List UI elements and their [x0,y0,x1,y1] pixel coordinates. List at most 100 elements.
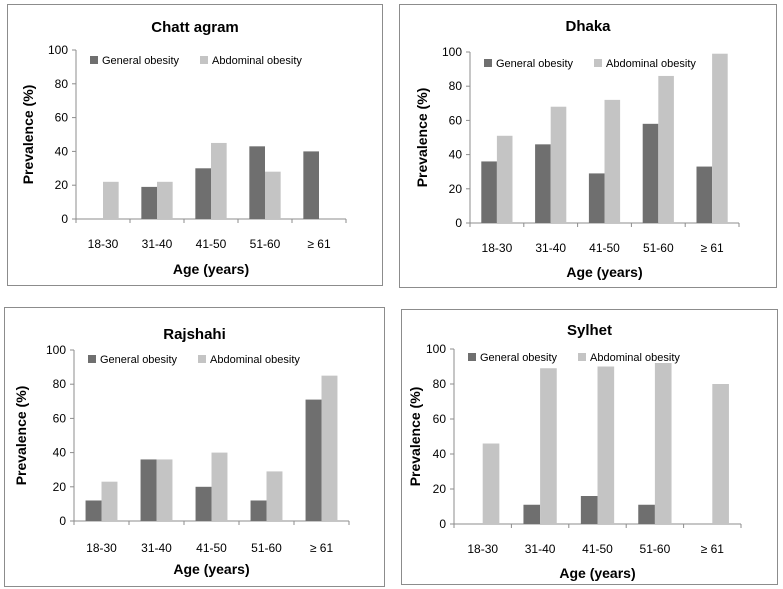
x-tick-label: 18-30 [88,237,119,251]
chart-panel-sylhet: Sylhet 0 20 40 60 80 100 18-30 31-40 41-50 51-60 ≥ … [401,309,778,585]
y-tick-label: 60 [55,111,69,125]
y-tick-label: 60 [53,411,67,425]
bar-abdominal-obesity-51-60 [654,363,672,524]
y-tick-label: 40 [433,447,447,461]
bar-abdominal-obesity-18-30 [496,135,513,223]
bar-general-obesity-41-50 [580,496,598,524]
x-tick-label: ≥ 61 [310,541,334,555]
bar-abdominal-obesity-31-40 [156,459,173,521]
y-tick-label: 0 [455,216,462,230]
x-tick-label: 41-50 [196,541,227,555]
x-axis-label: Age (years) [559,565,635,581]
legend-swatch-general-obesity [88,355,96,363]
x-tick-label: 51-60 [250,237,281,251]
bar-general-obesity-41-50 [588,173,605,223]
x-tick-label: 41-50 [589,241,620,255]
y-tick-label: 80 [449,79,463,93]
y-tick-label: 0 [59,514,66,528]
legend-swatch-abdominal-obesity [198,355,206,363]
bar-general-obesity-41-50 [195,486,212,521]
legend-label-abdominal-obesity: Abdominal obesity [212,55,302,67]
bar-general-obesity-31-40 [523,504,541,524]
bar-abdominal-obesity-31-40 [157,181,173,219]
chart-svg: Dhaka 0 20 40 60 80 100 18-30 31-40 41-50 51-60 ≥ 6… [414,18,740,280]
x-tick-label: 18-30 [467,542,498,556]
bar-abdominal-obesity-18-30 [482,443,500,524]
legend-label-general-obesity: General obesity [102,55,180,67]
x-tick-label: ≥ 61 [701,542,725,556]
chart-title: Sylhet [567,322,612,339]
bar-general-obesity-51-60 [642,123,659,223]
bar-abdominal-obesity-18-30 [101,481,118,521]
y-tick-label: 40 [55,144,69,158]
chart-panel-chattagram: Chatt agram 0 20 40 60 80 100 18-30 31-40 41-50 51… [7,4,383,286]
x-tick-label: 31-40 [142,237,173,251]
bar-general-obesity-31-40 [535,144,551,223]
x-tick-label: 31-40 [535,241,566,255]
y-tick-label: 60 [449,113,463,127]
bar-abdominal-obesity-31-40 [550,106,567,223]
legend-swatch-abdominal-obesity [578,353,586,361]
x-tick-label: 51-60 [640,542,671,556]
chart-title: Rajshahi [163,326,226,343]
y-tick-label: 80 [53,377,67,391]
bar-abdominal-obesity-61 [712,53,728,224]
bar-abdominal-obesity-31-40 [540,368,557,524]
chart-title: Dhaka [565,18,611,35]
y-tick-label: 100 [48,43,68,57]
legend-swatch-general-obesity [90,56,98,64]
y-tick-label: 20 [433,482,447,496]
y-axis-label: Prevalence (%) [407,387,423,487]
bar-abdominal-obesity-41-50 [604,99,621,223]
chart-svg: Chatt agram 0 20 40 60 80 100 18-30 31-40 41-50 51… [20,19,347,277]
bar-abdominal-obesity-51-60 [266,471,283,521]
bar-general-obesity-31-40 [141,186,157,219]
legend-swatch-abdominal-obesity [594,59,602,67]
y-tick-label: 80 [55,77,69,91]
bar-general-obesity-31-40 [140,459,157,521]
bar-general-obesity-51-60 [638,504,655,524]
legend-swatch-general-obesity [468,353,476,361]
x-tick-label: 51-60 [251,541,282,555]
chart-svg: Rajshahi 0 20 40 60 80 100 18-30 31-40 41-50 51-60… [13,326,350,577]
chart-panel-rajshahi: Rajshahi 0 20 40 60 80 100 18-30 31-40 41-50 51-60… [4,307,385,587]
x-tick-label: 31-40 [141,541,172,555]
bar-general-obesity-51-60 [250,500,267,521]
legend-swatch-general-obesity [484,59,492,67]
bar-abdominal-obesity-51-60 [658,75,674,223]
legend-label-general-obesity: General obesity [496,58,574,70]
legend-label-abdominal-obesity: Abdominal obesity [590,352,680,364]
x-tick-label: 31-40 [525,542,556,556]
legend-label-general-obesity: General obesity [480,352,558,364]
y-tick-label: 20 [449,182,463,196]
bar-abdominal-obesity-51-60 [265,171,281,219]
y-tick-label: 80 [433,377,447,391]
x-tick-label: 41-50 [582,542,613,556]
bar-abdominal-obesity-41-50 [211,142,227,219]
bar-general-obesity-61 [696,166,713,223]
x-tick-label: 18-30 [482,241,513,255]
chart-title: Chatt agram [151,19,239,36]
y-tick-label: 100 [442,45,462,59]
x-tick-label: ≥ 61 [307,237,331,251]
bar-abdominal-obesity-41-50 [597,366,615,524]
bar-abdominal-obesity-41-50 [211,452,228,521]
bar-general-obesity-18-30 [481,161,497,223]
y-axis-label: Prevalence (%) [13,386,29,486]
y-axis-label: Prevalence (%) [20,85,36,185]
bar-general-obesity-18-30 [85,500,102,521]
y-axis-label: Prevalence (%) [414,88,430,188]
x-tick-label: ≥ 61 [700,241,724,255]
bar-general-obesity-41-50 [195,168,211,219]
x-tick-label: 51-60 [643,241,674,255]
legend-label-general-obesity: General obesity [100,354,178,366]
y-tick-label: 100 [426,342,446,356]
bar-general-obesity-61 [305,399,322,521]
y-tick-label: 0 [439,517,446,531]
legend-label-abdominal-obesity: Abdominal obesity [210,354,300,366]
x-axis-label: Age (years) [173,261,249,277]
y-tick-label: 40 [53,446,67,460]
y-tick-label: 20 [55,178,69,192]
x-axis-label: Age (years) [173,561,249,577]
bar-abdominal-obesity-61 [712,384,729,524]
